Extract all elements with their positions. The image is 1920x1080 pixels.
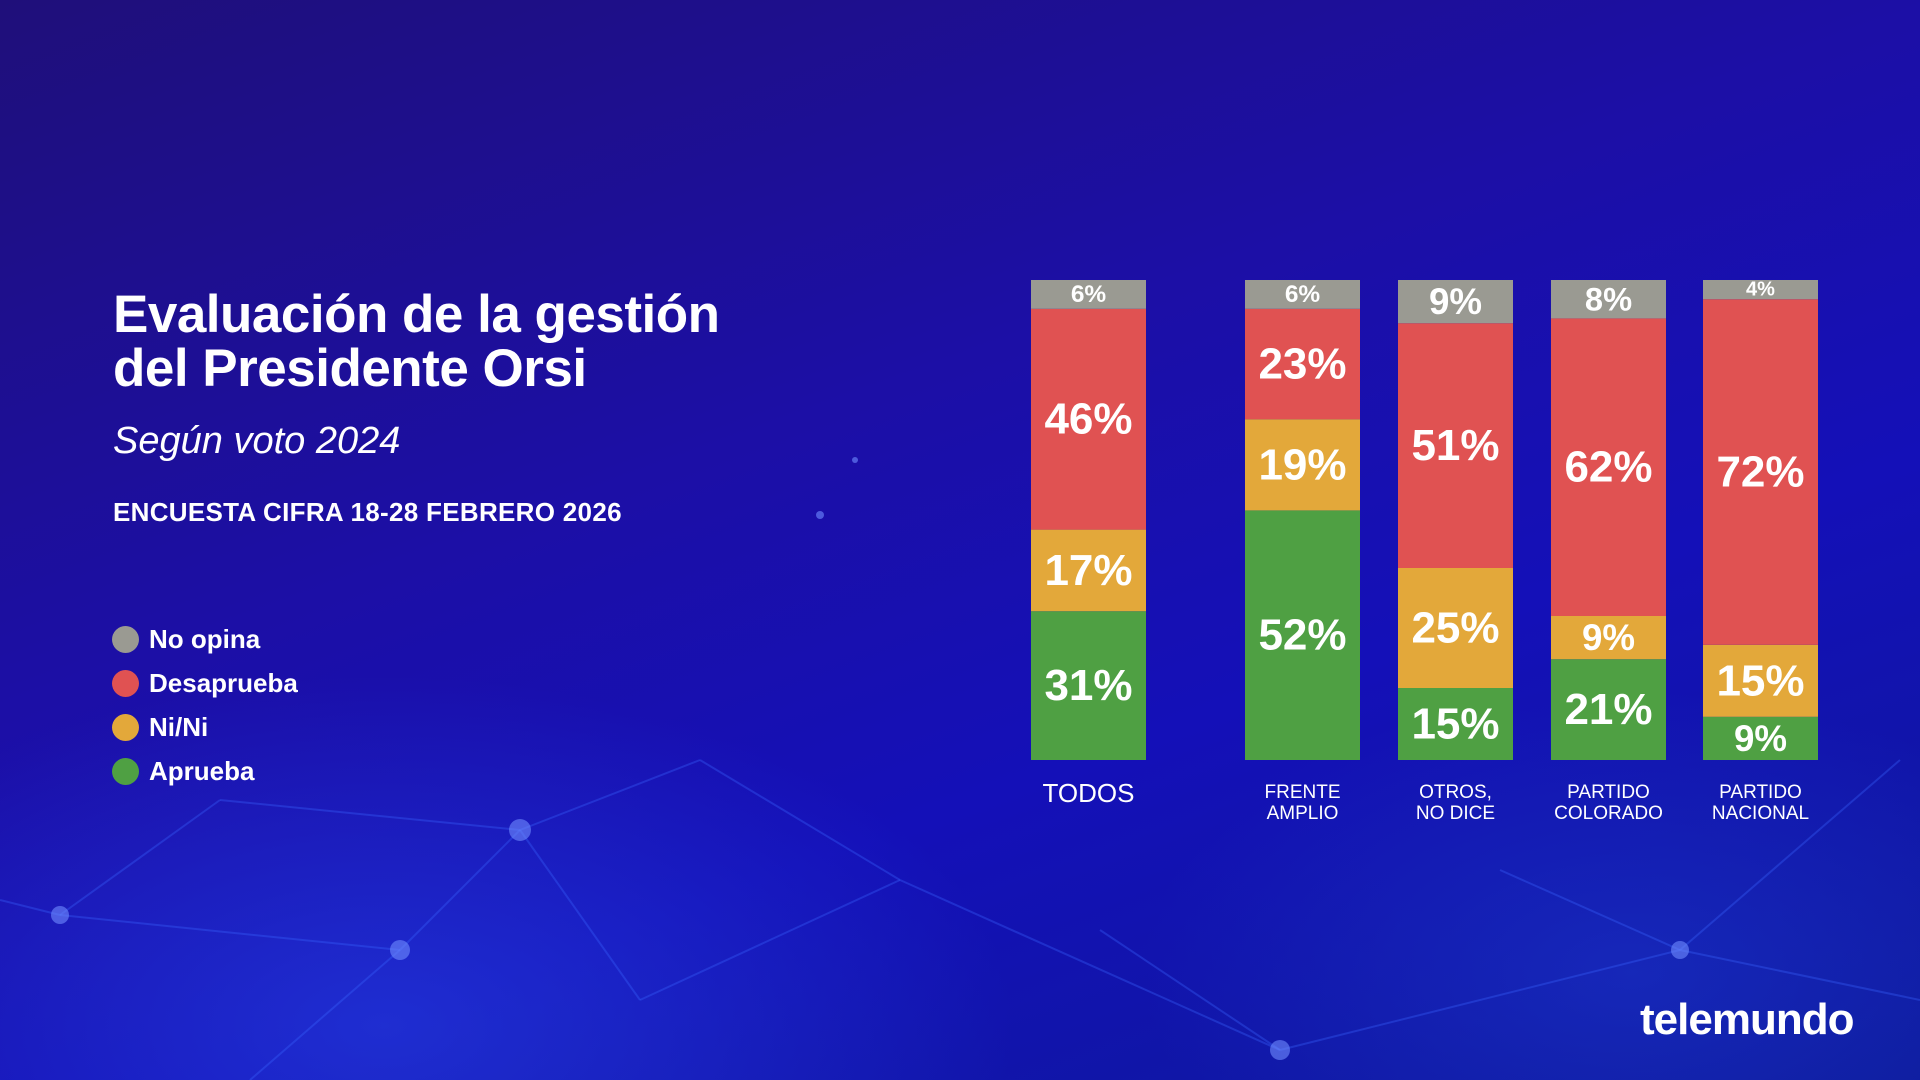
category-label-frente-amplio: FRENTE	[1265, 782, 1341, 803]
title-block: Evaluación de la gestión del Presidente …	[113, 288, 833, 528]
data-label-todos-ni-ni: 17%	[1044, 546, 1132, 595]
bar-partido-nacional-ni-ni	[1703, 644, 1818, 717]
bar-frente-amplio-desaprueba	[1245, 308, 1360, 420]
legend-item-no-opina: No opina	[112, 617, 298, 661]
legend-label: Desaprueba	[149, 667, 298, 698]
legend-dot-aprueba	[112, 757, 139, 785]
data-label-frente-amplio-no-opina: 6%	[1285, 281, 1321, 308]
legend-dot-no-opina	[112, 625, 139, 653]
data-label-partido-colorado-aprueba: 21%	[1564, 685, 1652, 734]
legend-dot-ni-ni	[112, 713, 139, 741]
data-label-partido-nacional-desaprueba: 72%	[1716, 448, 1804, 497]
category-label-partido-colorado: PARTIDO	[1567, 782, 1650, 803]
category-label-partido-colorado: COLORADO	[1554, 803, 1663, 824]
category-label-todos: TODOS	[1043, 778, 1135, 808]
data-label-otros-no-dice-no-opina: 9%	[1429, 281, 1482, 322]
category-label-otros-no-dice: NO DICE	[1416, 803, 1495, 824]
bar-partido-colorado-ni-ni	[1551, 616, 1666, 660]
bar-partido-colorado-aprueba	[1551, 659, 1666, 760]
bar-todos-desaprueba	[1031, 308, 1146, 530]
data-label-partido-colorado-no-opina: 8%	[1585, 281, 1632, 318]
data-label-partido-colorado-ni-ni: 9%	[1582, 617, 1635, 658]
chart-title-line-2: del Presidente Orsi	[113, 339, 587, 398]
bar-frente-amplio-aprueba	[1245, 510, 1360, 760]
survey-source: ENCUESTA CIFRA 18-28 FEBRERO 2026	[113, 497, 622, 527]
legend-label: Ni/Ni	[149, 711, 209, 742]
data-label-partido-nacional-no-opina: 4%	[1746, 279, 1775, 301]
bar-otros-no-dice-aprueba	[1398, 688, 1513, 760]
data-label-todos-desaprueba: 46%	[1044, 395, 1132, 444]
data-label-partido-nacional-aprueba: 9%	[1734, 718, 1787, 759]
bar-frente-amplio-no-opina	[1245, 280, 1360, 309]
data-label-todos-aprueba: 31%	[1044, 661, 1132, 710]
category-label-partido-nacional: PARTIDO	[1719, 782, 1802, 803]
data-label-frente-amplio-desaprueba: 23%	[1258, 340, 1346, 389]
legend-dot-desaprueba	[112, 669, 139, 697]
category-label-frente-amplio: AMPLIO	[1267, 803, 1339, 824]
bar-partido-nacional-desaprueba	[1703, 299, 1818, 645]
legend-item-aprueba: Aprueba	[112, 749, 298, 793]
bar-todos-no-opina	[1031, 280, 1146, 309]
bar-otros-no-dice-desaprueba	[1398, 323, 1513, 568]
bar-frente-amplio-ni-ni	[1245, 419, 1360, 511]
data-label-otros-no-dice-desaprueba: 51%	[1411, 421, 1499, 470]
bar-partido-nacional-no-opina	[1703, 280, 1818, 300]
telemundo-logo: telemundo	[1640, 995, 1854, 1044]
legend: No opina Desaprueba Ni/Ni Aprueba	[112, 617, 298, 793]
data-label-partido-colorado-desaprueba: 62%	[1564, 443, 1652, 492]
data-label-otros-no-dice-ni-ni: 25%	[1411, 604, 1499, 653]
bar-otros-no-dice-ni-ni	[1398, 568, 1513, 688]
data-label-frente-amplio-aprueba: 52%	[1258, 611, 1346, 660]
legend-label: Aprueba	[149, 755, 255, 786]
chart-title-line-1: Evaluación de la gestión	[113, 285, 720, 344]
bar-todos-aprueba	[1031, 611, 1146, 760]
bar-todos-ni-ni	[1031, 529, 1146, 612]
chart-title: Evaluación de la gestión del Presidente …	[113, 288, 833, 396]
data-label-frente-amplio-ni-ni: 19%	[1258, 440, 1346, 489]
data-label-otros-no-dice-aprueba: 15%	[1411, 700, 1499, 749]
bar-otros-no-dice-no-opina	[1398, 280, 1513, 324]
bar-partido-nacional-aprueba	[1703, 716, 1818, 760]
bar-partido-colorado-no-opina	[1551, 280, 1666, 319]
data-label-todos-no-opina: 6%	[1071, 281, 1107, 308]
legend-item-ni-ni: Ni/Ni	[112, 705, 298, 749]
chart-subtitle: Según voto 2024	[113, 420, 401, 462]
data-label-partido-nacional-ni-ni: 15%	[1716, 656, 1804, 705]
category-label-otros-no-dice: OTROS,	[1419, 782, 1492, 803]
bar-partido-colorado-desaprueba	[1551, 318, 1666, 616]
legend-label: No opina	[149, 623, 261, 654]
category-label-partido-nacional: NACIONAL	[1712, 803, 1809, 824]
legend-item-desaprueba: Desaprueba	[112, 661, 298, 705]
